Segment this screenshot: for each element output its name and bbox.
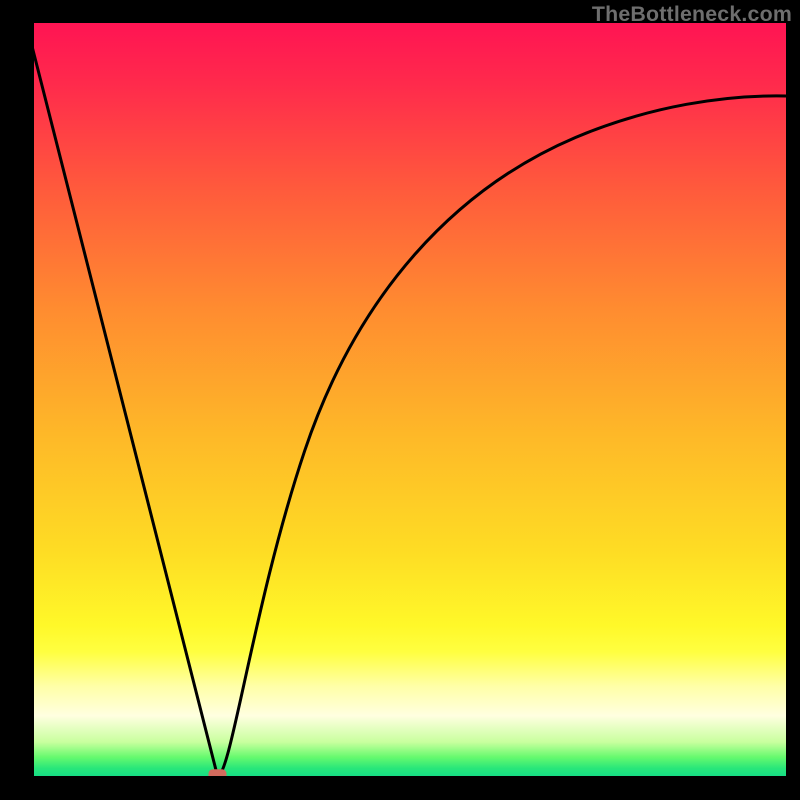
figure-container: TheBottleneck.com bbox=[0, 0, 800, 800]
source-watermark: TheBottleneck.com bbox=[592, 2, 792, 27]
plot-background-gradient bbox=[34, 23, 786, 776]
plot-svg bbox=[0, 0, 800, 800]
